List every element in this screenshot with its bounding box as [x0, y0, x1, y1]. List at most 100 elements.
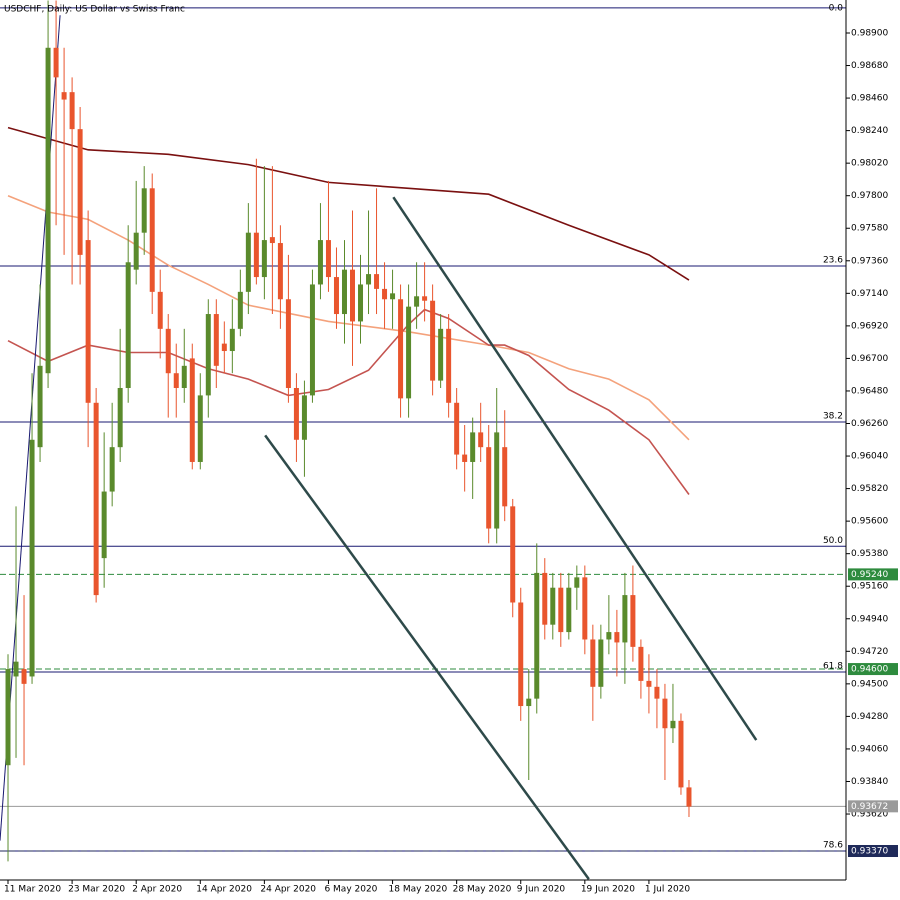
y-tick-label: 0.95820: [851, 484, 888, 494]
candle-body: [117, 388, 123, 448]
candle-body: [430, 300, 436, 381]
candle-body: [13, 661, 19, 677]
candle-body: [229, 328, 235, 352]
candle-body: [5, 669, 11, 766]
y-tick-label: 0.95380: [851, 549, 888, 559]
candle-body: [662, 698, 668, 729]
candle-body: [526, 698, 532, 707]
candle-body: [614, 632, 620, 643]
candle-body: [510, 506, 516, 603]
x-tick-label: 2 Apr 2020: [132, 885, 182, 895]
candle-body: [37, 365, 43, 448]
y-tick-label: 0.96040: [851, 452, 888, 462]
y-tick-label: 0.98020: [851, 159, 888, 169]
plot-area: [0, 0, 846, 880]
candle-body: [293, 388, 299, 440]
x-tick-label: 23 Mar 2020: [68, 885, 125, 895]
candle-body: [341, 269, 347, 315]
x-tick-label: 14 Apr 2020: [196, 885, 252, 895]
candle-body: [646, 680, 652, 687]
candle-body: [253, 232, 259, 278]
y-tick-label: 0.98460: [851, 94, 888, 104]
x-tick-label: 1 Jul 2020: [645, 885, 690, 895]
y-tick-label: 0.94060: [851, 744, 888, 754]
candle-body: [29, 439, 35, 677]
x-tick-label: 28 May 2020: [453, 885, 512, 895]
x-tick-label: 9 Jun 2020: [517, 885, 566, 895]
y-tick-label: 0.96480: [851, 386, 888, 396]
candle-body: [333, 277, 339, 315]
candle-body: [454, 402, 460, 455]
candle-body: [109, 447, 115, 492]
candle-body: [165, 328, 171, 374]
candle-body: [542, 572, 548, 625]
candle-body: [446, 328, 452, 403]
candle-body: [61, 92, 67, 100]
x-tick-label: 24 Apr 2020: [260, 885, 316, 895]
y-tick-label: 0.93620: [851, 810, 888, 820]
trend-line: [392, 196, 758, 741]
candle-body: [261, 240, 267, 278]
candle-body: [582, 577, 588, 640]
candle-body: [245, 232, 251, 292]
candle-body: [285, 299, 291, 389]
y-tick-label: 0.94720: [851, 647, 888, 657]
moving-average: [7, 194, 690, 441]
y-tick-label: 0.94500: [851, 679, 888, 689]
candle-body: [486, 447, 492, 529]
price-label-box: [848, 568, 898, 581]
y-tick-label: 0.93840: [851, 777, 888, 787]
candle-body: [173, 373, 179, 389]
price-label-box: [848, 845, 898, 858]
fib-label: 0.0: [829, 4, 844, 14]
y-tick-label: 0.96260: [851, 419, 888, 429]
price-label: 0.93672: [851, 802, 888, 812]
y-tick-label: 0.97580: [851, 224, 888, 234]
candle-body: [277, 243, 283, 300]
candle-body: [325, 240, 331, 278]
candle-body: [670, 720, 676, 729]
fib-label: 78.6: [823, 841, 843, 851]
candle-body: [622, 595, 628, 643]
candle-body: [85, 240, 91, 403]
x-tick-label: 11 Mar 2020: [4, 885, 61, 895]
candle-body: [678, 720, 684, 788]
candle-body: [390, 293, 396, 300]
candle-body: [494, 432, 500, 529]
y-tick-label: 0.98900: [851, 28, 888, 38]
price-label: 0.93370: [851, 847, 888, 857]
candle-body: [374, 274, 380, 289]
candle-body: [606, 632, 612, 640]
candle-body: [213, 314, 219, 366]
y-tick-label: 0.97800: [851, 191, 888, 201]
price-label: 0.95240: [851, 570, 888, 580]
candle-body: [125, 262, 131, 389]
candle-body: [141, 188, 147, 233]
candle-body: [382, 288, 388, 300]
candle-body: [309, 284, 315, 396]
candle-body: [558, 587, 564, 633]
y-tick-label: 0.96700: [851, 354, 888, 364]
y-tick-label: 0.94280: [851, 712, 888, 722]
candle-body: [221, 343, 227, 352]
candle-body: [93, 402, 99, 596]
y-tick-label: 0.94940: [851, 614, 888, 624]
candle-body: [350, 269, 355, 322]
fib-label: 38.2: [823, 412, 843, 422]
candle-body: [502, 447, 508, 507]
y-tick-label: 0.95160: [851, 582, 888, 592]
fib-label: 50.0: [823, 536, 843, 546]
trend-line: [264, 434, 590, 880]
y-tick-label: 0.96920: [851, 321, 888, 331]
candle-body: [470, 432, 476, 462]
fib-label: 23.6: [823, 255, 843, 265]
candle-body: [478, 432, 484, 448]
candle-body: [398, 299, 404, 399]
candle-body: [205, 314, 211, 396]
x-tick-label: 18 May 2020: [389, 885, 448, 895]
candle-body: [181, 365, 187, 389]
candle-body: [518, 602, 524, 707]
